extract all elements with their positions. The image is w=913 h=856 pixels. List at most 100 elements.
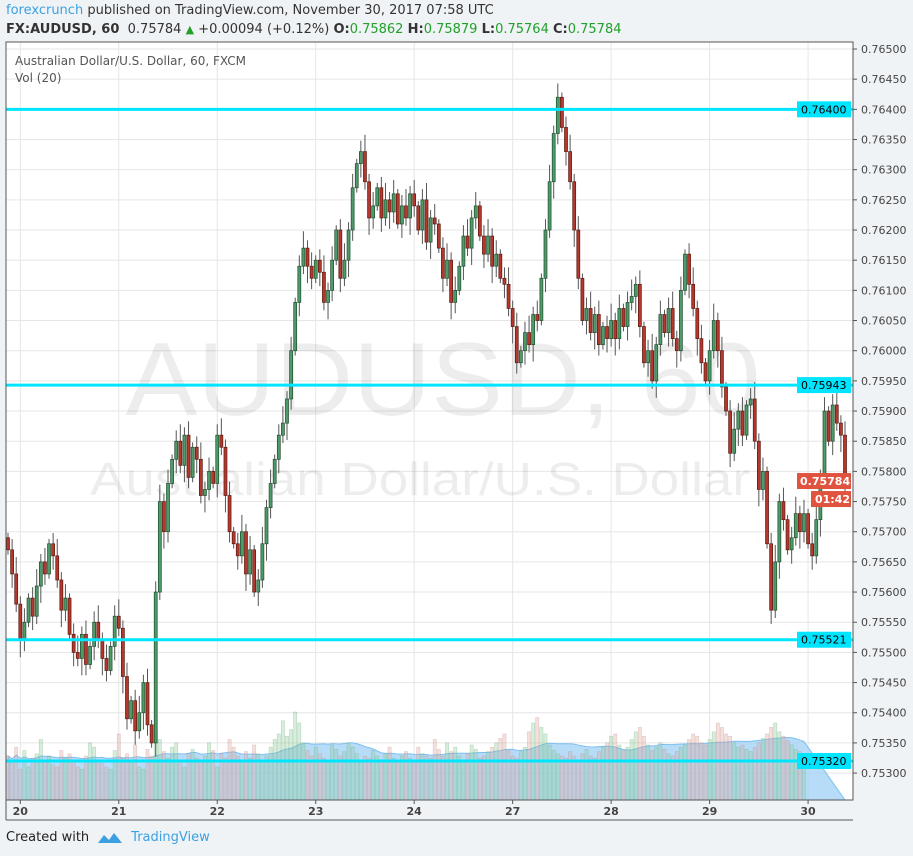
candle: [141, 674, 146, 730]
candle-body-down: [30, 597, 35, 617]
candle: [777, 493, 782, 579]
candle: [301, 231, 306, 275]
high-value: 0.75879: [423, 22, 478, 37]
candle-body-up: [494, 253, 499, 267]
candle: [609, 303, 613, 347]
time-axis[interactable]: 20 21 22 23 24 27 28 29 30: [13, 800, 816, 818]
volume-bar: [100, 763, 105, 801]
candle: [404, 188, 408, 226]
candle-body-down: [305, 247, 310, 267]
candle: [798, 505, 802, 549]
volume-bar: [141, 768, 146, 801]
price-tick-label: 0.75500: [861, 646, 907, 659]
candle: [67, 593, 72, 640]
candle-body-up: [92, 621, 97, 647]
candle-body-up: [256, 579, 261, 593]
candle: [268, 469, 273, 519]
candle: [231, 526, 236, 549]
volume-bar: [711, 731, 716, 801]
candle-body-down: [75, 652, 80, 659]
volume-bar: [18, 768, 23, 801]
candle-body-down: [699, 338, 704, 364]
candle-body-up: [170, 458, 174, 484]
volume-bar: [461, 760, 466, 801]
volume-bar: [399, 755, 404, 801]
candle: [256, 569, 261, 606]
candle-body-down: [740, 410, 745, 436]
volume-bar: [453, 746, 458, 801]
volume-bar: [182, 766, 187, 801]
candle-body-up: [453, 290, 458, 303]
candle-body-up: [22, 621, 27, 641]
candle: [756, 433, 761, 507]
candle: [596, 300, 601, 356]
price-tick-label: 0.75900: [861, 405, 907, 418]
candle: [178, 424, 183, 474]
publish-info: forexcrunch published on TradingView.com…: [6, 3, 494, 18]
candle: [506, 267, 511, 317]
volume-bar: [728, 735, 733, 801]
volume-bar: [539, 727, 544, 801]
candle: [63, 584, 68, 622]
volume-bar: [239, 761, 244, 801]
volume-bar: [408, 757, 412, 801]
candle-body-up: [207, 471, 211, 490]
candle-body-up: [519, 350, 523, 364]
candle-body-down: [465, 235, 470, 249]
candle-body-up: [240, 531, 244, 557]
tradingview-link[interactable]: TradingView: [131, 830, 210, 845]
candle: [572, 173, 577, 247]
volume-bar: [477, 757, 482, 801]
candle: [432, 204, 437, 235]
candle: [297, 255, 302, 317]
candle-body-up: [215, 434, 220, 484]
candle-body-down: [149, 724, 154, 744]
candle-body-up: [408, 193, 412, 219]
candle-body-up: [47, 543, 51, 575]
volume-bar: [22, 750, 27, 801]
candle-body-down: [687, 253, 691, 285]
volume-bar: [116, 733, 121, 801]
volume-bar: [633, 731, 638, 801]
candle-body-down: [691, 283, 696, 309]
candle-body-down: [71, 633, 76, 653]
price-chart[interactable]: AUDUSD, 60 Australian Dollar/U.S. Dollar…: [0, 0, 913, 830]
candle-body-up: [330, 259, 334, 291]
candle: [157, 484, 162, 600]
candle-body-down: [477, 205, 482, 237]
volume-bar: [789, 744, 794, 801]
volume-bar: [367, 757, 371, 801]
open-value: 0.75862: [349, 22, 404, 37]
volume-bar: [793, 749, 798, 801]
candle: [814, 502, 819, 564]
time-tick-label: 29: [702, 805, 717, 818]
candle-body-up: [391, 193, 396, 213]
price-tick-label: 0.75950: [861, 375, 907, 388]
high-label: H:: [407, 22, 424, 37]
candle-body-down: [18, 603, 23, 641]
volume-bar: [6, 755, 10, 801]
candle: [482, 225, 486, 269]
candle-body-up: [469, 217, 474, 249]
volume-bar: [313, 746, 318, 801]
candle-body-down: [116, 615, 121, 629]
candle: [810, 532, 815, 570]
volume-bar: [551, 750, 556, 801]
price-tick-label: 0.76500: [861, 43, 907, 56]
candle-body-down: [436, 223, 441, 249]
candle-body-down: [806, 513, 810, 545]
volume-bar: [174, 742, 179, 801]
price-axis[interactable]: 0.76500 0.76450 0.76400 0.76350 0.76300 0.762…: [853, 43, 907, 780]
volume-bar: [92, 746, 97, 801]
publisher-link[interactable]: forexcrunch: [6, 3, 84, 18]
price-tick-label: 0.75350: [861, 737, 907, 750]
candle: [543, 219, 548, 293]
candle: [92, 611, 97, 661]
candle: [785, 514, 790, 555]
volume-bar: [38, 739, 43, 801]
volume-bar: [543, 733, 548, 801]
candle-body-up: [182, 434, 187, 466]
candle: [244, 523, 248, 591]
price-tick-label: 0.75300: [861, 767, 907, 780]
candle: [211, 466, 215, 489]
